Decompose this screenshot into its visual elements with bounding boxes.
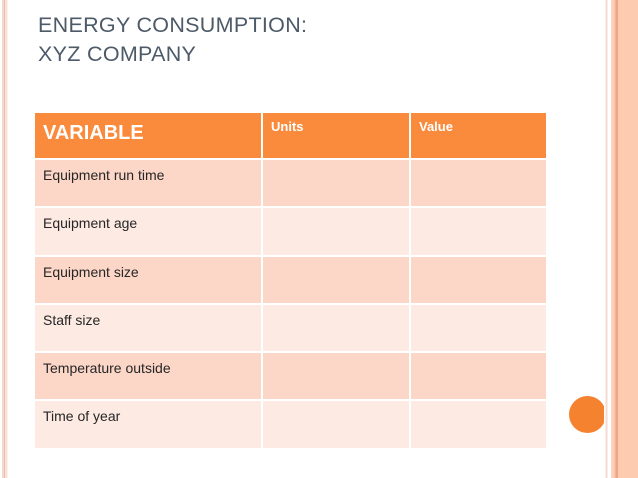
table-cell-units — [263, 208, 409, 255]
table-cell-units — [263, 256, 409, 303]
table-cell-units — [263, 353, 409, 400]
left-stripe-decoration — [0, 0, 10, 478]
table-cell-value — [411, 160, 546, 207]
right-stripe-decoration — [604, 0, 638, 478]
table-header-units: Units — [263, 113, 409, 158]
accent-circle — [569, 396, 606, 433]
table-cell-units — [263, 160, 409, 207]
slide-title: ENERGY CONSUMPTION: XYZ COMPANY — [38, 11, 307, 69]
table-cell-value — [411, 304, 546, 352]
table-cell-value — [411, 256, 546, 303]
table-cell-variable: Equipment size — [35, 256, 261, 303]
slide-title-line-2: XYZ COMPANY — [38, 42, 197, 66]
table-cell-variable: Temperature outside — [35, 353, 261, 400]
table-cell-variable: Staff size — [35, 304, 261, 352]
table-cell-units — [263, 304, 409, 352]
table-cell-units — [263, 401, 409, 448]
table-cell-variable: Time of year — [35, 401, 261, 448]
table-cell-value — [411, 208, 546, 255]
table-cell-value — [411, 401, 546, 448]
variables-table: VARIABLE Units Value Equipment run time … — [35, 113, 546, 448]
table-cell-variable: Equipment run time — [35, 160, 261, 207]
slide-title-line-1: ENERGY CONSUMPTION: — [38, 13, 308, 37]
table-cell-value — [411, 353, 546, 400]
table-header-variable: VARIABLE — [35, 113, 261, 158]
table-cell-variable: Equipment age — [35, 208, 261, 255]
table-header-value: Value — [411, 113, 546, 158]
